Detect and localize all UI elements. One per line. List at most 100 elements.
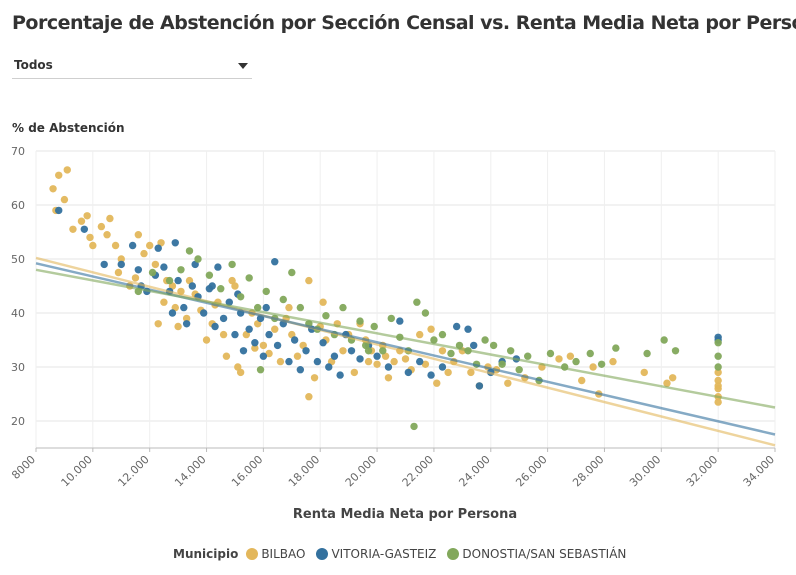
data-point [416, 330, 424, 339]
data-point [188, 282, 197, 290]
data-point [438, 363, 447, 371]
data-point [660, 336, 668, 344]
data-point [80, 225, 89, 233]
data-point [401, 355, 410, 363]
chevron-down-icon [238, 63, 248, 69]
legend-item-donostia[interactable]: DONOSTIA/SAN SEBASTIÁN [447, 547, 626, 561]
data-point [168, 309, 177, 317]
data-point [714, 398, 722, 406]
data-point [214, 263, 222, 271]
data-point [262, 287, 270, 296]
data-point [285, 303, 293, 312]
data-point [410, 422, 418, 431]
data-point [586, 349, 594, 358]
data-point [498, 360, 506, 368]
data-point [438, 330, 447, 339]
data-point [489, 341, 498, 350]
x-tick-label: 34.000 [741, 453, 777, 489]
data-point [131, 274, 140, 282]
data-point [444, 368, 452, 377]
data-point [370, 322, 378, 331]
data-point [256, 366, 265, 374]
legend-item-bilbao[interactable]: BILBAO [246, 547, 305, 561]
data-point [643, 349, 651, 358]
data-point [239, 347, 248, 355]
data-point [319, 298, 327, 306]
x-tick-label: 10.000 [59, 453, 95, 489]
data-point [384, 374, 393, 382]
data-point [165, 276, 174, 285]
data-point [421, 309, 430, 317]
chart-title: Porcentaje de Abstención por Sección Cen… [12, 12, 796, 34]
data-point [668, 374, 677, 382]
y-tick-label: 30 [11, 361, 25, 374]
x-tick-label: 22.000 [400, 453, 436, 489]
data-point [578, 376, 586, 385]
x-tick-label: 14.000 [172, 453, 208, 489]
legend-label: VITORIA-GASTEIZ [331, 547, 437, 561]
dropdown-selected-value: Todos [14, 58, 53, 72]
data-point [467, 368, 475, 377]
data-point [86, 233, 94, 242]
data-point [228, 260, 236, 269]
x-tick-label: 20.000 [343, 453, 379, 489]
x-tick-label: 30.000 [627, 453, 663, 489]
x-axis-label: Renta Media Neta por Persona [292, 507, 518, 522]
data-point [97, 222, 106, 231]
data-point [290, 336, 299, 344]
municipio-filter-dropdown[interactable]: Todos [12, 54, 252, 79]
data-point [504, 379, 512, 387]
data-point [433, 379, 441, 387]
data-point [325, 363, 333, 371]
data-point [134, 266, 143, 274]
data-point [60, 195, 69, 204]
data-point [259, 341, 268, 350]
data-point [506, 347, 515, 355]
data-point [302, 347, 310, 355]
data-point [296, 303, 305, 312]
data-point [69, 225, 77, 233]
legend-title: Municipio [173, 547, 239, 561]
data-point [452, 322, 461, 331]
data-point [322, 312, 330, 320]
data-point [339, 303, 347, 312]
data-point [245, 325, 253, 333]
data-point [177, 266, 185, 274]
data-point [259, 352, 268, 360]
data-point [714, 352, 722, 360]
data-point [225, 298, 233, 306]
y-tick-label: 20 [11, 415, 25, 428]
x-tick-label: 8000 [9, 453, 38, 482]
x-tick-label: 26.000 [513, 453, 549, 489]
data-point [174, 322, 182, 331]
data-point [106, 214, 114, 223]
data-point [180, 303, 188, 312]
data-point [276, 357, 285, 366]
legend-item-vitoria-gasteiz[interactable]: VITORIA-GASTEIZ [316, 547, 436, 561]
data-point [160, 263, 168, 271]
data-point [313, 357, 322, 366]
data-point [612, 344, 620, 352]
data-point [589, 363, 597, 371]
x-tick-label: 12.000 [115, 453, 151, 489]
data-point [640, 368, 648, 377]
data-point [77, 217, 86, 225]
data-point [438, 347, 447, 355]
data-point [413, 298, 421, 306]
data-point [387, 314, 395, 323]
data-point [182, 320, 191, 328]
data-point [663, 379, 671, 387]
data-point [609, 357, 617, 366]
x-tick-label: 16.000 [229, 453, 265, 489]
data-point [396, 317, 404, 325]
data-point [202, 336, 211, 344]
data-point [447, 349, 455, 358]
data-point [236, 293, 245, 301]
data-point [148, 268, 157, 277]
data-point [211, 322, 219, 331]
data-point [145, 241, 154, 250]
data-point [219, 330, 228, 339]
data-point [416, 357, 424, 366]
data-point [339, 347, 347, 355]
data-point [100, 260, 108, 269]
